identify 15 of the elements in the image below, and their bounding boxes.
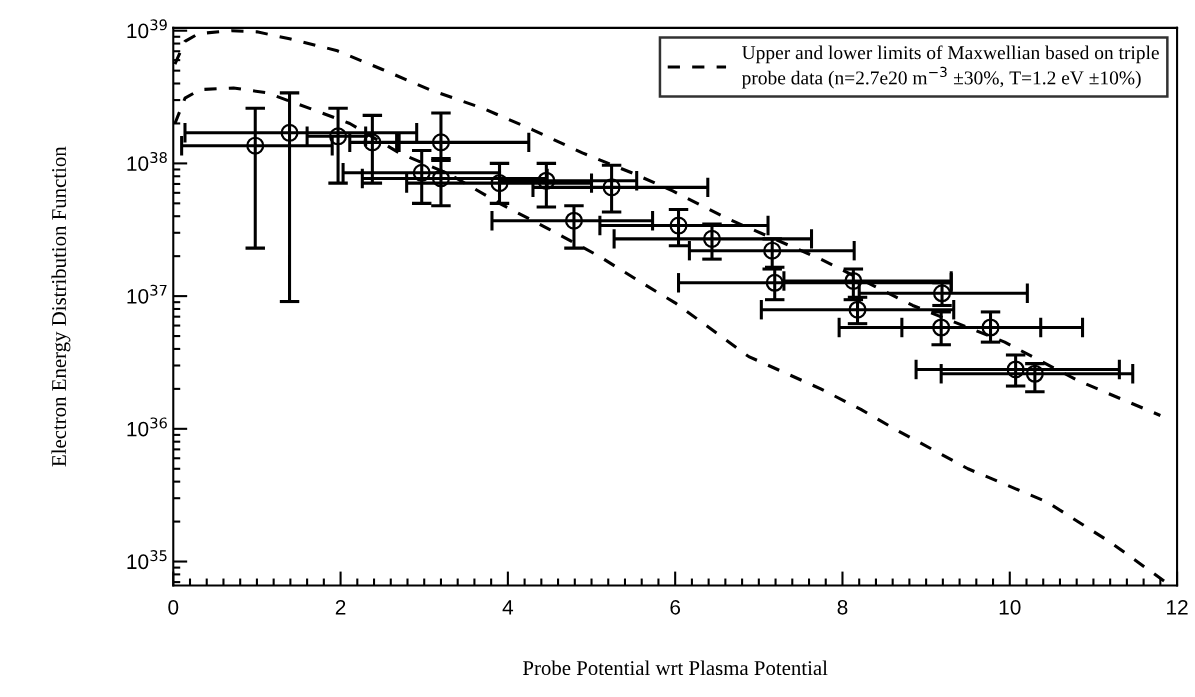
x-tick-label: 2	[335, 599, 346, 615]
x-tick-label: 12	[1167, 599, 1188, 615]
y-tick-label: 10$^{38}$	[127, 151, 167, 171]
x-tick-label: 8	[837, 599, 848, 615]
y-tick-label: 10$^{35}$	[127, 550, 167, 570]
y-tick-label: 10$^{36}$	[127, 417, 167, 437]
legend-label: Upper and lower limits of Maxwellian based on triple probe data (n=2.7e20 m$^{−3}$ ±30%, T=1.2 eV ±10%)	[741, 45, 1159, 89]
x-tick-label: 0	[168, 599, 179, 615]
y-axis-title: Electron Energy Distribution Function	[51, 146, 71, 467]
y-tick-label: 10$^{37}$	[127, 284, 167, 304]
x-tick-label: 10	[999, 599, 1021, 615]
x-tick-label: 6	[670, 599, 681, 615]
y-tick-label: 10$^{39}$	[127, 19, 167, 39]
x-axis-title: Probe Potential wrt Plasma Potential	[523, 660, 828, 676]
x-tick-label: 4	[502, 600, 514, 615]
